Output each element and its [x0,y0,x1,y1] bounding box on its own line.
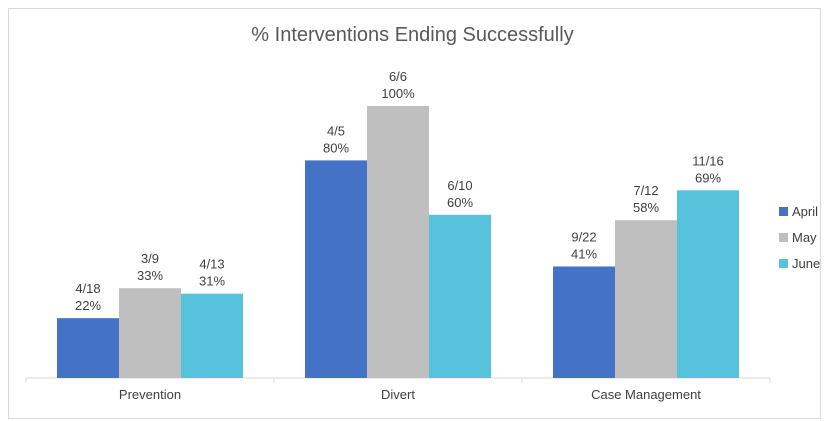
data-label-fraction: 4/5 [327,123,345,138]
bar-may-divert [367,106,429,378]
data-label-fraction: 4/13 [199,257,224,272]
legend-swatch-june [779,259,788,268]
data-label-fraction: 4/18 [75,281,100,296]
data-label-percent: 41% [571,246,597,261]
chart-frame [8,8,821,419]
data-label-percent: 100% [381,86,415,101]
data-label-percent: 80% [323,140,349,155]
bar-april-case-management [553,266,615,378]
x-tick-label: Case Management [591,387,701,402]
bar-june-prevention [181,293,243,378]
data-label-fraction: 3/9 [141,251,159,266]
bar-april-divert [305,160,367,378]
data-label-percent: 31% [199,274,225,289]
data-label-percent: 58% [633,200,659,215]
data-label-percent: 33% [137,268,163,283]
data-label-fraction: 11/16 [692,153,724,168]
chart-title: % Interventions Ending Successfully [251,24,574,46]
legend-swatch-april [779,207,788,216]
data-label-fraction: 6/6 [389,69,407,84]
data-label-fraction: 9/22 [571,229,596,244]
bar-april-prevention [57,318,119,378]
bar-may-prevention [119,288,181,378]
bar-june-divert [429,214,491,378]
legend-label-april: April [792,204,818,219]
x-tick-label: Prevention [119,387,181,402]
data-label-fraction: 6/10 [447,178,472,193]
legend-swatch-may [779,233,788,242]
x-tick-label: Divert [381,387,415,402]
data-label-percent: 69% [695,170,721,185]
bar-june-case-management [677,190,739,378]
data-label-fraction: 7/12 [633,183,658,198]
data-label-percent: 22% [75,298,101,313]
data-label-percent: 60% [447,195,473,210]
bar-may-case-management [615,220,677,378]
legend-label-june: June [792,256,820,271]
legend-label-may: May [792,230,817,245]
